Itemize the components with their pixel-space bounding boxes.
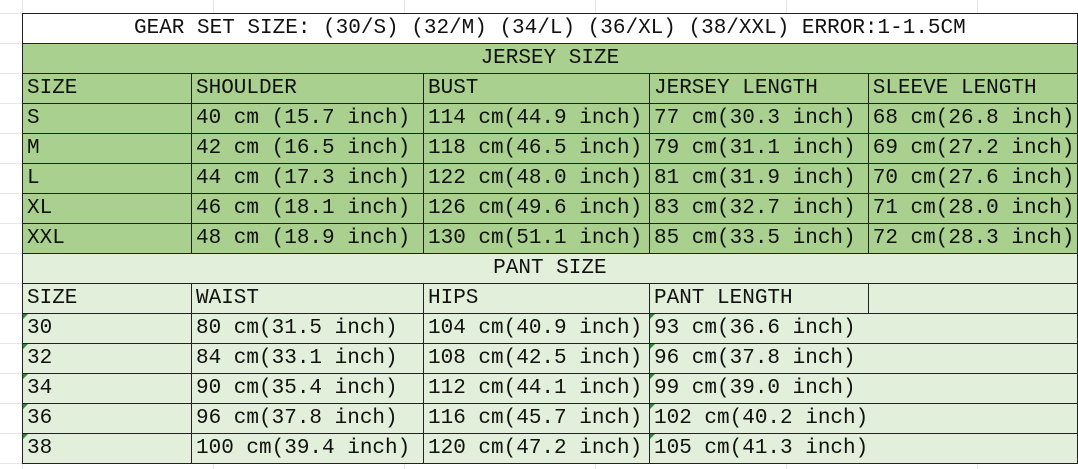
empty-cell: [868, 313, 1078, 344]
size-cell: M: [22, 133, 192, 164]
measurement-cell: 126 cm(49.6 inch): [423, 193, 650, 224]
pant-size-heading: PANT SIZE: [22, 253, 1078, 284]
measurement-cell: 84 cm(33.1 inch): [191, 343, 424, 374]
jersey-heading-row: JERSEY SIZE: [22, 43, 1078, 74]
measurement-cell: 104 cm(40.9 inch): [423, 313, 650, 344]
measurement-cell: 96 cm(37.8 inch): [191, 403, 424, 434]
measurement-cell: 46 cm (18.1 inch): [191, 193, 424, 224]
table-row: 32 84 cm(33.1 inch) 108 cm(42.5 inch) 96 cm…: [22, 343, 1078, 374]
size-cell: 32: [22, 343, 192, 374]
measurement-cell: 71 cm(28.0 inch): [867, 193, 1078, 224]
measurement-cell: 93 cm(36.6 inch): [649, 313, 869, 344]
table-row: 36 96 cm(37.8 inch) 116 cm(45.7 inch) 102 c…: [22, 403, 1078, 434]
measurement-cell: 79 cm(31.1 inch): [649, 133, 869, 164]
column-header: JERSEY LENGTH: [649, 73, 869, 104]
measurement-cell: 40 cm (15.7 inch): [191, 103, 424, 134]
pant-header-row: SIZE WAIST HIPS PANT LENGTH: [22, 283, 1078, 314]
measurement-cell: 108 cm(42.5 inch): [423, 343, 650, 374]
empty-cell: [867, 283, 1078, 314]
size-cell: 38: [22, 433, 192, 464]
table-row: 30 80 cm(31.5 inch) 104 cm(40.9 inch) 93 cm…: [22, 313, 1078, 344]
empty-cell: [868, 343, 1078, 374]
measurement-cell: 70 cm(27.6 inch): [867, 163, 1078, 194]
empty-cell: [868, 403, 1078, 434]
measurement-cell: 81 cm(31.9 inch): [649, 163, 869, 194]
measurement-cell: 72 cm(28.3 inch): [867, 223, 1078, 254]
measurement-cell: 102 cm(40.2 inch): [649, 403, 869, 434]
jersey-header-row: SIZE SHOULDER BUST JERSEY LENGTH SLEEVE LENG…: [22, 73, 1078, 104]
measurement-cell: 80 cm(31.5 inch): [191, 313, 424, 344]
jersey-size-heading: JERSEY SIZE: [22, 43, 1078, 74]
measurement-cell: 120 cm(47.2 inch): [423, 433, 650, 464]
column-header: SIZE: [22, 283, 192, 314]
measurement-cell: 114 cm(44.9 inch): [423, 103, 650, 134]
column-header: SHOULDER: [191, 73, 424, 104]
measurement-cell: 99 cm(39.0 inch): [649, 373, 869, 404]
measurement-cell: 69 cm(27.2 inch): [867, 133, 1078, 164]
measurement-cell: 44 cm (17.3 inch): [191, 163, 424, 194]
measurement-cell: 96 cm(37.8 inch): [649, 343, 869, 374]
measurement-cell: 116 cm(45.7 inch): [423, 403, 650, 434]
measurement-cell: 77 cm(30.3 inch): [649, 103, 869, 134]
measurement-cell: 48 cm (18.9 inch): [191, 223, 424, 254]
table-row: M 42 cm (16.5 inch) 118 cm(46.5 inch) 79 cm…: [22, 133, 1078, 164]
empty-cell: [868, 433, 1078, 464]
size-cell: S: [22, 103, 192, 134]
size-cell: L: [22, 163, 192, 194]
measurement-cell: 118 cm(46.5 inch): [423, 133, 650, 164]
table-row: L 44 cm (17.3 inch) 122 cm(48.0 inch) 81 cm…: [22, 163, 1078, 194]
size-chart-table: GEAR SET SIZE: (30/S) (32/M) (34/L) (36/…: [22, 13, 1078, 464]
size-cell: XL: [22, 193, 192, 224]
measurement-cell: 85 cm(33.5 inch): [649, 223, 869, 254]
chart-title: GEAR SET SIZE: (30/S) (32/M) (34/L) (36/…: [22, 13, 1078, 44]
column-header: PANT LENGTH: [649, 283, 869, 314]
measurement-cell: 112 cm(44.1 inch): [423, 373, 650, 404]
measurement-cell: 68 cm(26.8 inch): [867, 103, 1078, 134]
size-cell: 30: [22, 313, 192, 344]
column-header: HIPS: [423, 283, 650, 314]
measurement-cell: 122 cm(48.0 inch): [423, 163, 650, 194]
measurement-cell: 90 cm(35.4 inch): [191, 373, 424, 404]
size-cell: XXL: [22, 223, 192, 254]
size-cell: 34: [22, 373, 192, 404]
table-row: XXL 48 cm (18.9 inch) 130 cm(51.1 inch) 85 …: [22, 223, 1078, 254]
pant-heading-row: PANT SIZE: [22, 253, 1078, 284]
table-row: 38 100 cm(39.4 inch) 120 cm(47.2 inch) 105 …: [22, 433, 1078, 464]
measurement-cell: 105 cm(41.3 inch): [649, 433, 869, 464]
measurement-cell: 130 cm(51.1 inch): [423, 223, 650, 254]
empty-cell: [868, 373, 1078, 404]
column-header: WAIST: [191, 283, 424, 314]
measurement-cell: 83 cm(32.7 inch): [649, 193, 869, 224]
measurement-cell: 100 cm(39.4 inch): [191, 433, 424, 464]
table-row: 34 90 cm(35.4 inch) 112 cm(44.1 inch) 99 cm…: [22, 373, 1078, 404]
size-cell: 36: [22, 403, 192, 434]
column-header: SLEEVE LENGTH: [867, 73, 1078, 104]
table-row: XL 46 cm (18.1 inch) 126 cm(49.6 inch) 83 c…: [22, 193, 1078, 224]
column-header: BUST: [423, 73, 650, 104]
table-row: S 40 cm (15.7 inch) 114 cm(44.9 inch) 77 cm…: [22, 103, 1078, 134]
column-header: SIZE: [22, 73, 192, 104]
measurement-cell: 42 cm (16.5 inch): [191, 133, 424, 164]
